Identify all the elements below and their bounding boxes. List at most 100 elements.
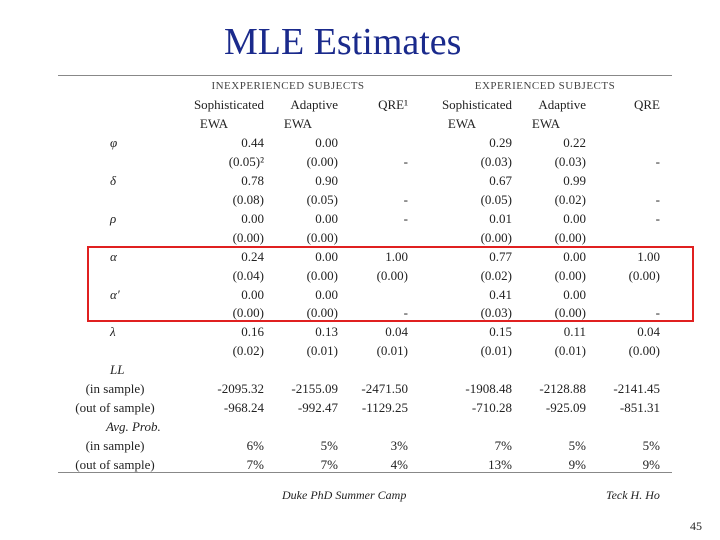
table-cell: 1.00 [385, 248, 408, 264]
table-cell: 6% [246, 438, 264, 454]
table-cell: -2141.45 [613, 381, 660, 397]
table-cell: 0.67 [489, 172, 512, 188]
highlight-box [87, 246, 694, 322]
table-cell: 5% [320, 438, 338, 454]
page-number: 45 [690, 519, 702, 533]
table-cell: 0.29 [489, 135, 512, 150]
table-cell: (0.00) [232, 305, 264, 321]
table-cell: (0.05) [306, 191, 338, 207]
table-cell: 0.15 [489, 324, 512, 340]
table-cell: -2095.32 [217, 381, 264, 397]
row-label: φ [110, 135, 118, 150]
table-cell: 0.90 [315, 172, 338, 188]
column-header: EWA [199, 116, 229, 131]
table-cell: 0.04 [385, 324, 408, 340]
table-cell: -925.09 [545, 400, 586, 416]
group-header: INEXPERIENCED SUBJECTS [211, 80, 365, 92]
table-cell: -2471.50 [361, 381, 408, 397]
column-header: EWA [283, 116, 313, 131]
table-cell: - [403, 153, 408, 169]
row-label: λ [110, 324, 116, 340]
table-cell: (0.05)² [228, 153, 264, 169]
table-cell: 0.00 [241, 286, 264, 302]
table-cell: - [655, 153, 660, 169]
table-cell: (0.00) [306, 229, 338, 245]
table-cell: 0.41 [489, 286, 512, 302]
row-label: (in sample) [85, 438, 145, 454]
column-header: Sophisticated [193, 97, 264, 112]
table-cell: 1.00 [637, 248, 660, 264]
table-cell: 0.44 [241, 135, 264, 150]
table-cell: 0.24 [241, 248, 264, 264]
table-bottom-rule [58, 472, 672, 473]
table-cell: (0.01) [554, 343, 586, 359]
row-label: (out of sample) [75, 400, 155, 416]
column-header: QRE [634, 97, 660, 112]
table-cell: 0.22 [563, 135, 586, 150]
table-cell: (0.00) [306, 153, 338, 169]
table-cell: - [655, 191, 660, 207]
row-label: ρ [110, 210, 117, 226]
table-cell: 0.00 [241, 210, 264, 226]
table-cell: (0.05) [480, 191, 512, 207]
table-cell: -2128.88 [539, 381, 586, 397]
table-cell: (0.01) [306, 343, 338, 359]
column-header: Adaptive [538, 97, 586, 112]
table-cell: (0.03) [480, 153, 512, 169]
table-cell: (0.03) [480, 305, 512, 321]
table-cell: 5% [642, 438, 660, 454]
table-cell: 0.77 [489, 248, 512, 264]
table-cell: 0.13 [315, 324, 338, 340]
table-cell: -1129.25 [361, 400, 408, 416]
group-header: EXPERIENCED SUBJECTS [474, 80, 616, 92]
table-cell: -851.31 [619, 400, 660, 416]
footer-right: Teck H. Ho [606, 488, 660, 502]
row-label: (in sample) [85, 381, 145, 397]
table-cell: (0.00) [306, 305, 338, 321]
table-cell: (0.04) [232, 267, 264, 283]
table-cell: - [655, 210, 660, 226]
table-cell: (0.00) [628, 267, 660, 283]
table-cell: 0.00 [563, 286, 586, 302]
table-cell: (0.00) [554, 305, 586, 321]
slide-title: MLE Estimates [224, 21, 462, 63]
table-cell: (0.01) [480, 343, 512, 359]
table-cell: 0.00 [315, 248, 338, 264]
table-cell: 0.04 [637, 324, 660, 340]
table-cell: 0.00 [563, 210, 586, 226]
table-cell: (0.02) [480, 267, 512, 283]
table-cell: (0.00) [628, 343, 660, 359]
row-label: α′ [110, 286, 120, 302]
table-cell: -968.24 [223, 400, 264, 416]
table-cell: -710.28 [471, 400, 512, 416]
table-cell: 3% [390, 438, 408, 454]
table-cell: 0.78 [241, 172, 264, 188]
table-cell: - [403, 191, 408, 207]
table-cell: 0.99 [563, 172, 586, 188]
table-cell: 0.01 [489, 210, 512, 226]
table-cell: (0.02) [554, 191, 586, 207]
table-cell: (0.03) [554, 153, 586, 169]
table-cell: (0.00) [480, 229, 512, 245]
table-top-rule [58, 75, 672, 76]
column-header: EWA [447, 116, 477, 131]
column-header: EWA [531, 116, 561, 131]
table-cell: 7% [494, 438, 512, 454]
table-cell: - [403, 210, 408, 226]
table-cell: 5% [568, 438, 586, 454]
row-label: (out of sample) [75, 456, 155, 472]
table-cell: 0.00 [315, 135, 338, 150]
section-label: Avg. Prob. [106, 419, 161, 435]
table-cell: (0.00) [232, 229, 264, 245]
table-cell: 0.16 [241, 324, 264, 340]
table-cell: 4% [390, 456, 408, 472]
table-cell: (0.01) [376, 343, 408, 359]
column-header: Sophisticated [441, 97, 512, 112]
table-cell: 7% [320, 456, 338, 472]
table-cell: 9% [568, 456, 586, 472]
table-cell: (0.08) [232, 191, 264, 207]
table-cell: 0.11 [563, 324, 586, 340]
column-header: Adaptive [290, 97, 338, 112]
footer-left: Duke PhD Summer Camp [282, 488, 407, 502]
